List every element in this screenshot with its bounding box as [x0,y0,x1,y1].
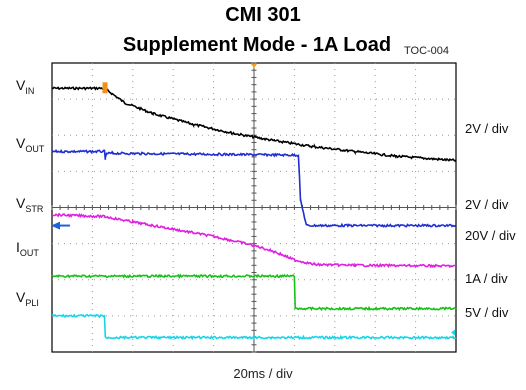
chart-subtitle: Supplement Mode - 1A Load [122,34,392,56]
channel-scales: 2V / div 2V / div 20V / div 1A / div 5V / di… [465,121,516,320]
trace-vout [51,149,457,228]
channel-label-iout: IOUT [16,239,39,258]
channel-label-vpli: VPLI [16,289,39,308]
traces [51,85,457,341]
channel-label-subscript: STR [25,204,44,214]
trigger-marker [251,64,257,68]
channel-label-main: I [16,239,20,255]
trace-vpli [51,313,457,341]
channel-scale-vstr: 20V / div [465,228,516,243]
channel-label-subscript: IN [25,86,34,96]
channel-label-subscript: OUT [25,144,45,154]
channel-label-vin: VIN [16,77,34,96]
grid [51,62,457,353]
trace-vin [51,85,457,163]
chart-title: CMI 301 [225,4,301,26]
channel-marker-right [451,329,455,336]
channel-scale-iout: 1A / div [465,271,508,286]
trace-iout [51,273,457,312]
trace-vstr [51,212,457,269]
markers [51,64,455,336]
ground-marker-left [51,221,60,230]
channel-label-main: V [16,77,26,93]
channel-label-main: V [16,135,26,151]
channel-label-main: V [16,195,26,211]
channel-label-subscript: OUT [20,248,40,258]
figure-id: TOC-004 [404,45,450,57]
x-axis-label: 20ms / div [233,366,293,381]
event-marker [102,82,108,94]
channel-label-main: V [16,289,26,305]
channel-scale-vin: 2V / div [465,121,509,136]
channel-label-subscript: PLI [25,298,39,308]
channel-label-vstr: VSTR [16,195,44,214]
channel-scale-vout: 2V / div [465,197,509,212]
channel-label-vout: VOUT [16,135,45,154]
channel-scale-vpli: 5V / div [465,305,509,320]
